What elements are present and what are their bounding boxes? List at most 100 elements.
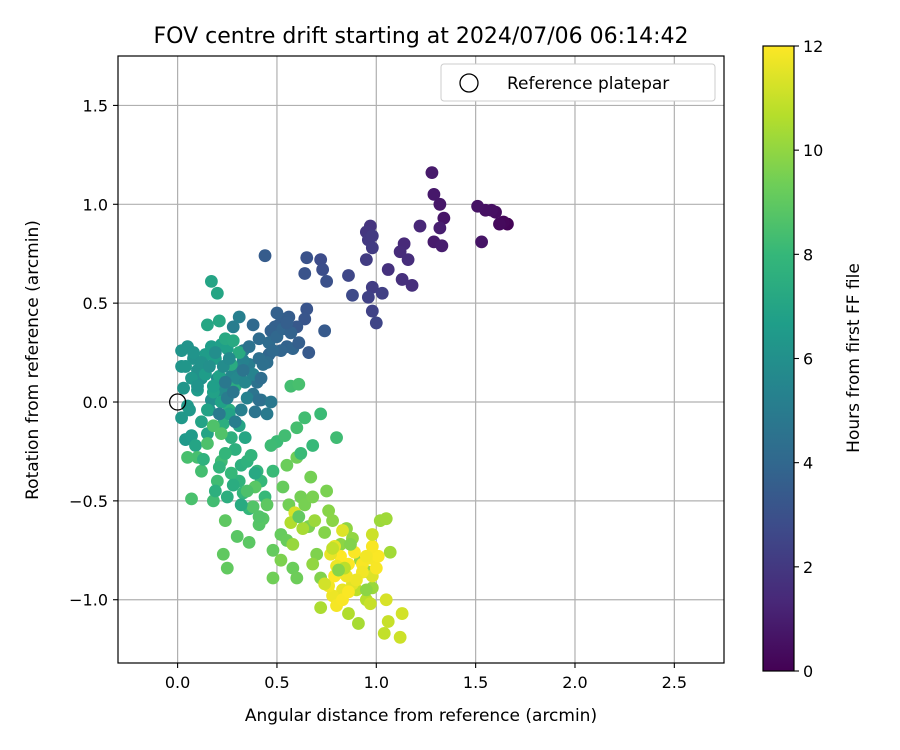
data-point [266,571,280,585]
data-point [342,269,355,282]
data-point [206,379,220,393]
data-point [189,439,202,452]
data-point [185,492,198,506]
data-point [352,617,365,630]
data-point [278,429,292,443]
data-point [425,166,439,180]
data-point [377,626,391,640]
data-point [298,411,312,425]
data-point [359,253,373,267]
data-point [393,245,407,259]
data-point [437,211,451,225]
data-point [310,547,324,561]
data-point [334,549,347,563]
data-point [369,316,383,330]
x-tick-label: 0.5 [264,673,289,692]
data-point [206,419,220,433]
data-point [346,288,359,302]
data-point [379,593,393,607]
data-point [212,460,226,474]
data-point [320,275,334,288]
data-point [292,336,306,350]
data-point [326,589,339,603]
data-point [306,557,320,571]
data-point [316,263,330,276]
data-point [246,500,260,514]
data-point [381,263,395,276]
data-point [185,429,198,443]
data-point [220,490,234,504]
data-point [226,478,240,492]
data-point [308,514,322,528]
colorbar-label: Hours from first FF file [844,263,864,453]
data-points [175,166,514,644]
legend-entry-label: Reference platepar [507,74,669,94]
data-point [427,188,441,201]
data-point [413,219,427,233]
data-point [306,490,320,504]
data-point [226,385,240,399]
data-point [350,573,363,587]
data-point [212,314,226,328]
data-point [493,217,506,231]
data-point [359,583,373,597]
data-point [302,346,316,359]
colorbar-gradient [762,45,795,672]
y-tick-label: −0.5 [69,492,108,511]
data-point [296,522,310,535]
x-tick-label: 0.0 [165,673,190,692]
data-point [202,360,216,373]
data-point [336,524,349,537]
data-point [280,316,294,330]
data-point [395,273,409,286]
data-point [197,452,210,466]
colorbar-tick-label: 4 [803,454,813,473]
data-point [226,320,240,334]
y-tick-label: 1.0 [83,195,108,214]
data-point [254,371,268,385]
data-point [175,411,188,425]
data-point [201,437,214,450]
data-point [292,510,306,524]
data-point [201,403,214,417]
data-point [365,280,379,294]
data-point [210,286,224,300]
data-point [270,306,284,320]
legend-reference-marker [459,73,479,93]
data-point [475,235,488,249]
x-tick-label: 2.0 [562,673,587,692]
data-point [294,447,308,460]
data-point [318,324,332,338]
data-point [248,405,262,419]
data-point [206,494,220,508]
data-point [298,312,312,326]
data-point [218,447,232,460]
data-point [238,375,252,389]
data-point [264,395,278,409]
data-point [290,571,304,585]
data-point [266,543,280,557]
data-point [435,239,449,253]
x-axis-label: Angular distance from reference (arcmin) [245,706,597,726]
data-point [252,510,266,524]
data-point [230,530,244,543]
data-point [232,310,246,324]
data-point [179,360,192,373]
data-point [195,415,208,429]
data-point [208,484,222,498]
data-point [216,547,230,561]
data-point [228,415,242,429]
data-point [240,391,254,405]
data-point [222,352,236,365]
data-point [218,375,232,389]
data-point [212,407,226,421]
data-point [266,464,280,478]
y-axis-ticks: −1.0 −0.5 0.0 0.5 1.0 1.5 [69,96,118,610]
colorbar-ticks: 0 2 4 6 8 10 12 [794,37,823,681]
data-point [300,251,314,265]
data-point [286,561,300,575]
x-tick-label: 1.0 [364,673,389,692]
data-point [218,514,232,528]
data-point [369,561,383,575]
data-point [220,561,234,575]
